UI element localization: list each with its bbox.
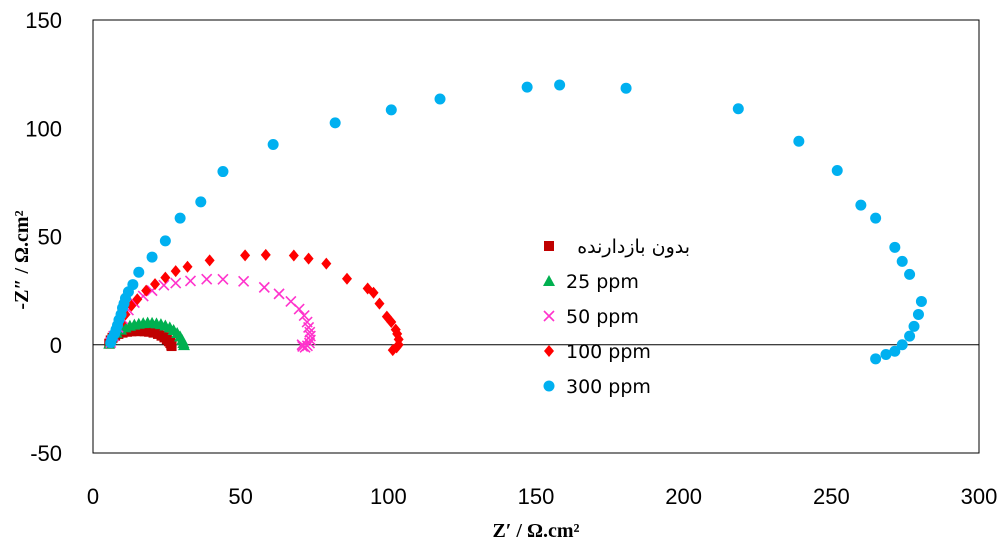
legend-item: بدون بازدارنده — [544, 236, 690, 258]
y-tick-label: -50 — [30, 441, 62, 466]
data-point — [870, 353, 882, 365]
legend-marker — [544, 241, 554, 251]
data-point — [182, 260, 193, 273]
data-point — [296, 339, 308, 351]
data-point — [904, 330, 916, 342]
data-point — [260, 248, 271, 261]
y-axis-title: -Z″ / Ω.cm² — [11, 210, 33, 309]
data-point — [434, 93, 446, 105]
x-tick-label: 250 — [813, 484, 850, 509]
data-point — [880, 348, 892, 360]
x-axis-title: Z′ / Ω.cm² — [492, 520, 579, 542]
data-point — [141, 284, 152, 297]
data-point — [329, 117, 341, 129]
data-point — [620, 82, 632, 94]
data-point — [159, 235, 171, 247]
legend-item: 25 ppm — [543, 271, 639, 293]
data-point — [273, 288, 285, 300]
x-tick-label: 100 — [370, 484, 407, 509]
data-point — [732, 103, 744, 115]
data-point — [303, 252, 314, 265]
x-tick-labels: 0 50 100 150 200 250 300 — [87, 484, 997, 509]
legend-label: بدون بازدارنده — [577, 236, 690, 258]
legend-marker — [543, 275, 555, 286]
legend-marker — [544, 345, 554, 357]
data-point — [915, 295, 927, 307]
data-point — [150, 278, 161, 291]
y-tick-label: 150 — [25, 8, 62, 33]
data-point — [158, 279, 170, 291]
series-5 — [105, 79, 927, 365]
y-tick-label: 50 — [38, 225, 62, 250]
data-point — [341, 272, 352, 285]
plot-area-frame — [92, 19, 980, 454]
data-point — [831, 164, 843, 176]
data-point — [298, 309, 310, 322]
y-tick-labels: -50 0 50 100 150 — [25, 8, 62, 466]
legend: بدون بازدارنده 25 ppm 50 ppm 100 ppm 300 ppm — [543, 236, 690, 398]
data-point — [127, 279, 139, 291]
data-point — [385, 104, 397, 116]
data-point — [904, 268, 916, 280]
data-point — [170, 265, 181, 278]
legend-label: 50 ppm — [566, 306, 639, 328]
data-point — [267, 138, 279, 150]
data-point — [870, 212, 882, 224]
data-point — [855, 199, 867, 211]
data-point — [386, 316, 397, 329]
data-point — [288, 249, 299, 262]
data-point — [126, 299, 137, 312]
data-point — [170, 277, 182, 289]
data-point — [521, 81, 533, 93]
data-point — [201, 273, 213, 285]
legend-item: 300 ppm — [543, 376, 651, 398]
legend-label: 100 ppm — [566, 341, 651, 363]
data-point — [166, 341, 177, 352]
legend-label: 300 ppm — [566, 376, 651, 398]
legend-marker — [543, 310, 555, 322]
data-point — [896, 255, 908, 267]
data-point — [554, 79, 566, 91]
legend-item: 50 ppm — [543, 306, 639, 328]
data-point — [293, 303, 305, 315]
data-point — [258, 281, 270, 293]
data-point — [174, 212, 186, 224]
data-point — [374, 297, 385, 310]
data-point — [321, 257, 332, 270]
data-point — [133, 266, 145, 278]
data-point — [195, 196, 207, 208]
legend-item: 100 ppm — [544, 341, 651, 363]
legend-marker — [543, 380, 555, 392]
x-tick-label: 0 — [87, 484, 99, 509]
y-tick-label: 0 — [50, 333, 62, 358]
x-tick-label: 300 — [961, 484, 998, 509]
legend-label: 25 ppm — [566, 271, 639, 293]
data-point — [217, 166, 229, 178]
data-point — [889, 345, 901, 357]
x-tick-label: 50 — [228, 484, 252, 509]
data-point — [889, 241, 901, 253]
data-point — [896, 339, 908, 351]
data-point — [204, 254, 215, 267]
data-point — [160, 271, 171, 284]
data-point — [146, 251, 158, 263]
data-point — [132, 293, 143, 306]
data-point — [184, 275, 197, 287]
series-layer — [103, 79, 927, 365]
data-point — [304, 334, 316, 346]
x-tick-label: 150 — [518, 484, 555, 509]
data-point — [238, 275, 250, 287]
y-tick-label: 100 — [25, 116, 62, 141]
data-point — [387, 344, 398, 357]
data-point — [297, 340, 309, 353]
data-point — [912, 308, 924, 320]
data-point — [793, 135, 805, 147]
data-point — [908, 320, 920, 332]
data-point — [240, 249, 251, 262]
data-point — [368, 286, 379, 299]
data-point — [217, 273, 229, 285]
data-point — [177, 339, 190, 351]
x-tick-label: 200 — [665, 484, 702, 509]
